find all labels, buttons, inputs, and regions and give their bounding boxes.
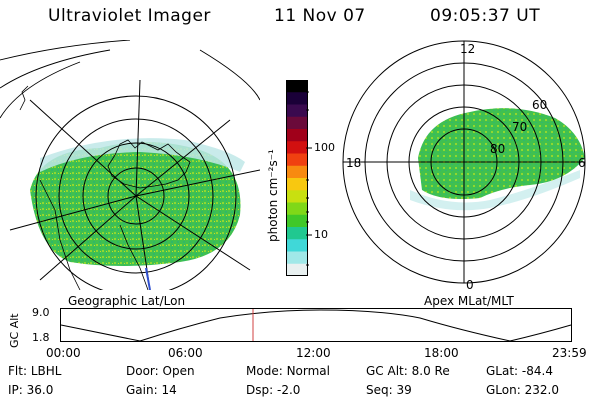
mlat-label-70: 70 (512, 120, 528, 134)
colorbar-band (286, 141, 308, 154)
altitude-xtick-0000: 00:00 (46, 346, 81, 360)
info-glat: GLat: -84.4 (486, 364, 553, 378)
apex-panel-label: Apex MLat/MLT (424, 294, 514, 308)
mlt-label-6: 6 (578, 156, 586, 170)
altitude-xtick-1800: 18:00 (424, 346, 459, 360)
colorbar-band (286, 80, 308, 93)
altitude-xtick-0600: 06:00 (168, 346, 203, 360)
time-label: 09:05:37 UT (430, 6, 541, 26)
colorbar-band (286, 153, 308, 167)
info-gc-alt: GC Alt: 8.0 Re (366, 364, 450, 378)
altitude-xtick-2359: 23:59 (552, 346, 587, 360)
colorbar-tick-100: 100 (314, 141, 335, 154)
mlt-label-18: 18 (346, 156, 362, 170)
colorbar-band (286, 190, 308, 203)
info-gain: Gain: 14 (126, 383, 177, 397)
info-glon: GLon: 232.0 (486, 383, 559, 397)
colorbar-band (286, 239, 308, 252)
colorbar-band (286, 178, 308, 191)
colorbar-band (286, 129, 308, 142)
colorbar-band (286, 116, 308, 130)
colorbar-ticks (306, 91, 312, 266)
altitude-ytick-9: 9.0 (32, 306, 50, 319)
info-mode: Mode: Normal (246, 364, 330, 378)
colorbar-tick-10: 10 (314, 228, 328, 241)
apex-polar-plot (342, 40, 586, 284)
altitude-ytick-1: 1.8 (32, 331, 50, 344)
colorbar-band (286, 251, 308, 265)
geographic-panel-label: Geographic Lat/Lon (68, 294, 186, 308)
colorbar-unit-label: photon cm⁻²s⁻¹ (266, 149, 280, 242)
mlat-label-60: 60 (532, 98, 548, 112)
colorbar-band (286, 214, 308, 228)
colorbar-band (286, 92, 308, 105)
info-seq: Seq: 39 (366, 383, 412, 397)
altitude-ylabel: GC Alt (8, 313, 21, 348)
colorbar-band (286, 165, 308, 179)
uv-emission-region (30, 141, 241, 266)
info-door: Door: Open (126, 364, 195, 378)
colorbar-band (286, 227, 308, 240)
info-ip: IP: 36.0 (8, 383, 54, 397)
date-label: 11 Nov 07 (274, 6, 366, 26)
altitude-curve (60, 309, 572, 342)
info-dsp: Dsp: -2.0 (246, 383, 301, 397)
mlt-label-0: 0 (466, 278, 474, 292)
info-flt: Flt: LBHL (8, 364, 62, 378)
colorbar-band (286, 104, 308, 118)
mlt-label-12: 12 (460, 42, 476, 56)
colorbar-band (286, 263, 308, 277)
uv-emission-region-apex (418, 108, 585, 199)
mlat-label-80: 80 (490, 142, 506, 156)
altitude-xtick-1200: 12:00 (296, 346, 331, 360)
colorbar (286, 80, 308, 277)
colorbar-band (286, 202, 308, 216)
instrument-title: Ultraviolet Imager (48, 6, 211, 26)
altitude-plot (60, 308, 572, 342)
geographic-polar-plot (0, 40, 260, 290)
